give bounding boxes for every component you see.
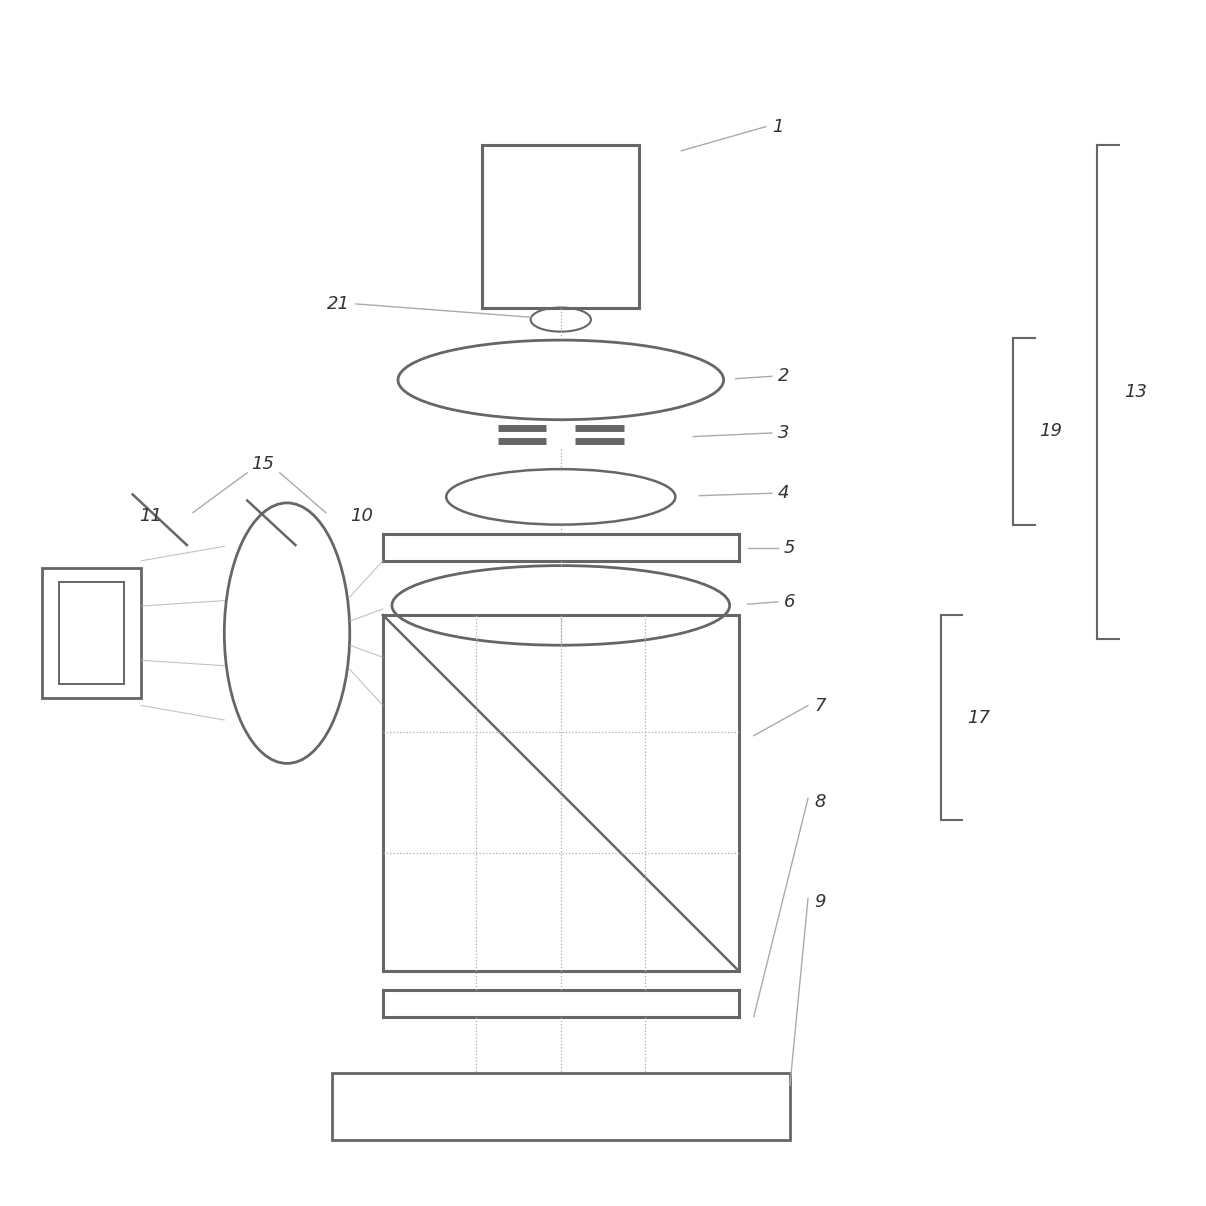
Text: 10: 10 bbox=[350, 508, 373, 525]
Bar bbox=[42, 568, 141, 698]
Bar bbox=[59, 582, 124, 684]
Text: 13: 13 bbox=[1124, 384, 1147, 400]
Text: 9: 9 bbox=[814, 894, 826, 911]
Text: 2: 2 bbox=[778, 368, 790, 385]
Text: 15: 15 bbox=[251, 456, 275, 473]
Text: 19: 19 bbox=[1040, 422, 1062, 440]
Bar bbox=[384, 990, 738, 1017]
Bar bbox=[332, 1073, 790, 1140]
Text: 11: 11 bbox=[139, 508, 162, 525]
Bar bbox=[384, 615, 738, 971]
Bar bbox=[384, 534, 738, 561]
Text: 4: 4 bbox=[778, 485, 790, 502]
Text: 7: 7 bbox=[814, 697, 826, 714]
Text: 8: 8 bbox=[814, 794, 826, 810]
Text: 17: 17 bbox=[967, 709, 990, 726]
Text: 5: 5 bbox=[784, 539, 796, 556]
Bar bbox=[482, 145, 639, 308]
Text: 3: 3 bbox=[778, 425, 790, 441]
Text: 1: 1 bbox=[772, 118, 784, 135]
Text: 21: 21 bbox=[327, 295, 350, 312]
Text: 6: 6 bbox=[784, 593, 796, 610]
